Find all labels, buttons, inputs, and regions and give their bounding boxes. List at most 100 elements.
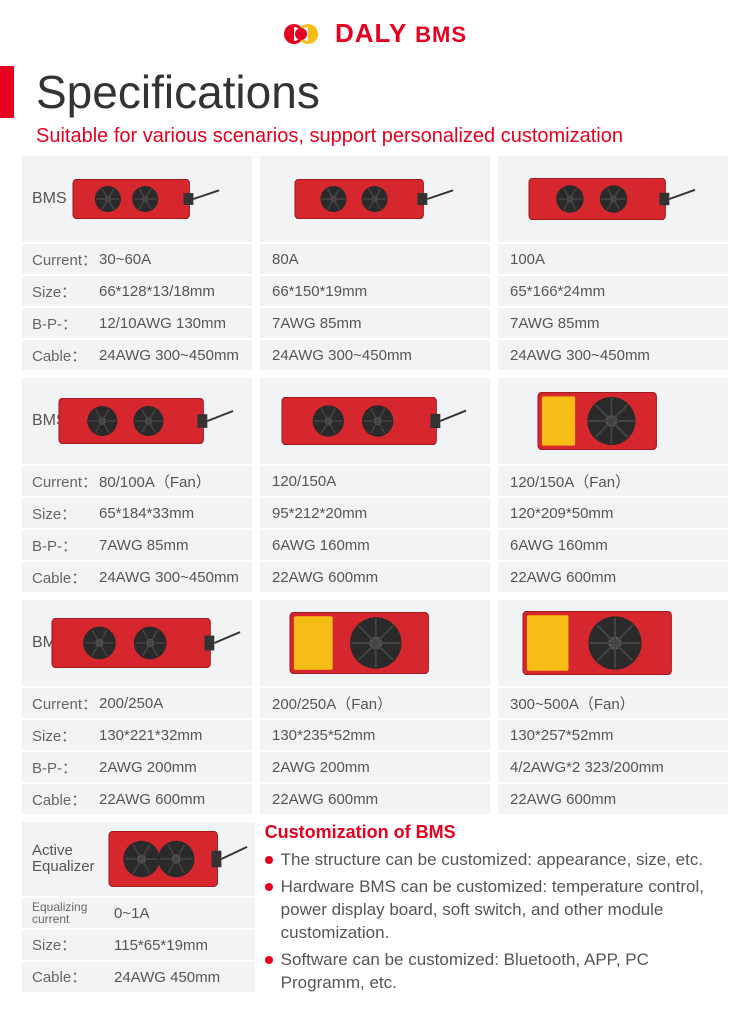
spec-row-cable: 22AWG 600mm	[260, 784, 490, 814]
spec-grid: BMSCurrent：30~60ASize：66*128*13/18mmB-P-…	[0, 156, 750, 814]
board-icon	[527, 178, 699, 220]
equalizer-thumb: ActiveEqualizer	[22, 822, 255, 896]
spec-row-current: 100A	[498, 244, 728, 274]
spec-value: 66*128*13/18mm	[97, 283, 252, 300]
spec-row-size: 66*150*19mm	[260, 276, 490, 306]
spec-value: 22AWG 600mm	[508, 569, 728, 586]
spec-row-bp: 7AWG 85mm	[498, 308, 728, 338]
spec-row-size: Size：65*184*33mm	[22, 498, 252, 528]
spec-value: 7AWG 85mm	[508, 315, 728, 332]
spec-thumb	[260, 378, 490, 464]
spec-row-bp: B-P-：2AWG 200mm	[22, 752, 252, 782]
board-icon	[57, 398, 237, 444]
spec-value: 22AWG 600mm	[97, 791, 252, 808]
section-title-row: Specifications	[0, 65, 750, 119]
spec-thumb	[260, 156, 490, 242]
spec-label: Current：	[22, 471, 97, 492]
spec-label: B-P-：	[22, 757, 97, 778]
spec-value: 7AWG 85mm	[97, 537, 252, 554]
spec-value: 130*235*52mm	[270, 727, 490, 744]
board-icon	[293, 179, 457, 219]
bullet-text: The structure can be customized: appeara…	[281, 849, 703, 872]
customization-block: Customization of BMS The structure can b…	[263, 822, 728, 999]
spec-value: 12/10AWG 130mm	[97, 315, 252, 332]
spec-row-cable: 24AWG 300~450mm	[260, 340, 490, 370]
spec-value: 30~60A	[97, 251, 252, 268]
spec-label: B-P-：	[22, 535, 97, 556]
spec-thumb: BMS	[22, 156, 252, 242]
board-icon	[280, 397, 470, 445]
board-icon	[71, 179, 223, 219]
brand-logo: DALY BMS	[0, 0, 750, 59]
spec-label: Size：	[22, 281, 97, 302]
brand-primary: DALY	[335, 18, 407, 48]
spec-row-bp: 6AWG 160mm	[260, 530, 490, 560]
customization-bullet: The structure can be customized: appeara…	[265, 849, 722, 872]
logo-icon	[283, 21, 327, 47]
spec-card: 300~500A（Fan）130*257*52mm4/2AWG*2 323/20…	[498, 600, 728, 814]
spec-card: 120/150A（Fan）120*209*50mm6AWG 160mm22AWG…	[498, 378, 728, 592]
spec-row-current: 300~500A（Fan）	[498, 688, 728, 718]
spec-label: Cable：	[22, 345, 97, 366]
brand-secondary: BMS	[415, 22, 467, 47]
spec-value: 24AWG 300~450mm	[97, 569, 252, 586]
equalizer-board-icon	[107, 831, 251, 887]
spec-row-bp: 2AWG 200mm	[260, 752, 490, 782]
spec-label: B-P-：	[22, 313, 97, 334]
board-icon	[50, 618, 244, 668]
equalizer-block: ActiveEqualizer Equalizing current0~1ASi…	[22, 822, 255, 999]
bullet-text: Hardware BMS can be customized: temperat…	[281, 876, 722, 945]
bullet-text: Software can be customized: Bluetooth, A…	[281, 949, 722, 995]
spec-card: BMSCurrent：30~60ASize：66*128*13/18mmB-P-…	[22, 156, 252, 370]
logo-text: DALY BMS	[335, 18, 467, 49]
equalizer-row-label: Cable：	[22, 970, 112, 985]
spec-card: BMSCurrent：200/250ASize：130*221*32mmB-P-…	[22, 600, 252, 814]
spec-value: 95*212*20mm	[270, 505, 490, 522]
equalizer-row-value: 0~1A	[112, 905, 255, 922]
spec-value: 24AWG 300~450mm	[97, 347, 252, 364]
spec-row-size: 130*257*52mm	[498, 720, 728, 750]
spec-value: 300~500A（Fan）	[508, 693, 728, 714]
spec-row-size: Size：66*128*13/18mm	[22, 276, 252, 306]
spec-row-current: Current：30~60A	[22, 244, 252, 274]
spec-label: Current：	[22, 693, 97, 714]
spec-value: 130*221*32mm	[97, 727, 252, 744]
spec-label: Cable：	[22, 789, 97, 810]
spec-row-cable: 22AWG 600mm	[260, 562, 490, 592]
spec-value: 200/250A	[97, 695, 252, 712]
spec-label: Size：	[22, 503, 97, 524]
spec-label: Size：	[22, 725, 97, 746]
spec-value: 22AWG 600mm	[270, 569, 490, 586]
bullet-dot-icon	[265, 883, 273, 891]
spec-value: 65*166*24mm	[508, 283, 728, 300]
spec-value: 6AWG 160mm	[270, 537, 490, 554]
equalizer-thumb-label: ActiveEqualizer	[22, 843, 107, 876]
spec-card: 200/250A（Fan）130*235*52mm2AWG 200mm22AWG…	[260, 600, 490, 814]
spec-row-cable: Cable：22AWG 600mm	[22, 784, 252, 814]
customization-title: Customization of BMS	[265, 822, 722, 843]
spec-value: 120/150A	[270, 473, 490, 490]
board-icon	[288, 612, 462, 674]
board-icon	[536, 392, 690, 450]
spec-value: 22AWG 600mm	[508, 791, 728, 808]
spec-value: 66*150*19mm	[270, 283, 490, 300]
spec-value: 80A	[270, 251, 490, 268]
spec-row-current: 80A	[260, 244, 490, 274]
spec-row-size: Size：130*221*32mm	[22, 720, 252, 750]
bms-label: BMS	[32, 190, 67, 208]
spec-row-cable: Cable：24AWG 300~450mm	[22, 340, 252, 370]
page-title: Specifications	[36, 65, 320, 119]
spec-row-bp: 6AWG 160mm	[498, 530, 728, 560]
spec-row-size: 95*212*20mm	[260, 498, 490, 528]
spec-value: 7AWG 85mm	[270, 315, 490, 332]
spec-thumb: BMS	[22, 600, 252, 686]
spec-value: 120*209*50mm	[508, 505, 728, 522]
spec-row-size: 65*166*24mm	[498, 276, 728, 306]
spec-card: 120/150A 95*212*20mm 6AWG 160mm 22AWG 600mm	[260, 378, 490, 592]
spec-thumb	[260, 600, 490, 686]
spec-row-current: 120/150A	[260, 466, 490, 496]
spec-value: 2AWG 200mm	[97, 759, 252, 776]
footer-row: ActiveEqualizer Equalizing current0~1ASi…	[22, 822, 728, 999]
customization-bullet: Software can be customized: Bluetooth, A…	[265, 949, 722, 995]
equalizer-row: Equalizing current0~1A	[22, 898, 255, 928]
